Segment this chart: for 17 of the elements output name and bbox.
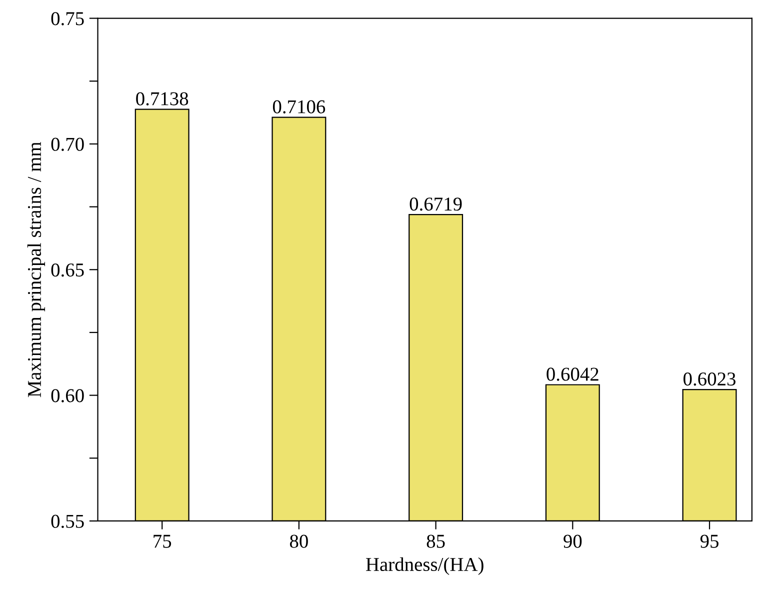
y-tick-label: 0.60 [51, 389, 84, 402]
x-axis-title: Hardness/(HA) [366, 557, 484, 575]
x-tick-label: 85 [426, 534, 445, 548]
x-tick-label: 90 [564, 534, 582, 548]
x-tick-label: 75 [154, 534, 172, 548]
y-tick-label: 0.55 [51, 514, 84, 528]
x-tick-label: 80 [290, 534, 308, 548]
data-label: 0.7106 [272, 100, 326, 114]
data-label: 0.6719 [410, 198, 462, 211]
y-tick-label: 0.70 [51, 138, 84, 151]
y-tick-label: 0.75 [51, 12, 84, 26]
data-label: 0.6023 [684, 372, 736, 386]
y-tick-label: 0.65 [51, 263, 84, 277]
x-tick-label: 95 [700, 534, 718, 548]
y-axis-title: Maximum principal strains / mm [27, 142, 46, 398]
data-label: 0.7138 [136, 92, 188, 106]
data-label: 0.6042 [546, 368, 598, 381]
